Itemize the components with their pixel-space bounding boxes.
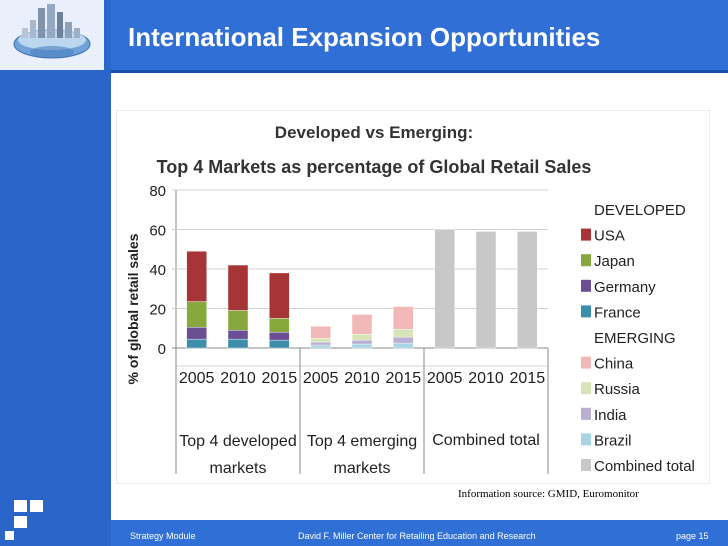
legend-swatch [581,254,591,267]
bar-segment-combined-total [434,229,455,349]
bar-segment-combined-total [517,231,538,349]
legend-label: Brazil [594,432,632,449]
legend-label: Combined total [594,458,695,475]
source-note: Information source: GMID, Euromonitor [458,488,639,500]
legend-swatch [581,356,591,369]
bar-segment-germany [186,327,207,340]
group-label-line2: markets [210,460,267,477]
y-axis-title: % of global retail sales [125,233,141,384]
bar-segment-russia [393,329,414,338]
bar-segment-russia [351,333,373,341]
x-tick-label: 2010 [344,370,380,387]
x-tick-label: 2015 [510,370,546,387]
group-label: Top 4 developed [179,433,296,450]
footer-center-name: David F. Miller Center for Retailing Edu… [298,531,536,541]
bar-segment-japan [227,310,249,331]
bar-segment-india [310,341,331,346]
bar-segment-japan [269,318,290,333]
y-tick-label: 40 [149,262,166,279]
legend-label: France [594,304,641,321]
group-label: Combined total [432,432,540,449]
legend-label: USA [594,228,625,245]
bar-segment-china [310,326,331,339]
x-tick-label: 2005 [179,370,215,387]
bar-segment-usa [269,272,290,319]
chart-image: Developed vs Emerging: Top 4 Markets as p… [115,109,711,485]
y-tick-label: 60 [149,223,166,240]
legend-swatch [581,382,591,395]
page-number: page 15 [676,531,709,541]
bar-segment-india [351,339,373,345]
bar-segment-india [393,336,414,344]
chart-title: Developed vs Emerging: [275,123,473,142]
city-globe-logo [0,0,104,70]
legend-label: India [594,407,627,424]
left-strip [0,0,111,546]
bar-segment-germany [227,330,249,340]
bar-segment-brazil [393,342,414,349]
group-label-line2: markets [334,460,391,477]
bar-segment-france [227,338,249,349]
chart-subtitle: Top 4 Markets as percentage of Global Re… [157,157,592,177]
footer-square-icon [30,500,43,512]
stacked-bar-chart: Developed vs Emerging: Top 4 Markets as p… [115,109,711,485]
group-label: Top 4 emerging [307,433,417,450]
bar-segment-usa [227,264,249,311]
legend-label: China [594,356,634,373]
footer-bar [111,520,728,546]
x-tick-label: 2015 [262,370,298,387]
bar-segment-russia [310,337,331,343]
bar-segment-france [186,338,207,349]
x-tick-label: 2010 [220,370,256,387]
bar-segment-germany [269,331,290,341]
x-tick-label: 2005 [427,370,463,387]
bar-segment-france [269,339,290,349]
legend-swatch [581,228,591,241]
y-tick-label: 0 [158,341,166,358]
y-tick-label: 80 [149,183,166,200]
legend-label: Russia [594,381,641,398]
footer-module: Strategy Module [130,531,196,541]
legend-label: Germany [594,279,656,296]
x-tick-label: 2005 [303,370,339,387]
legend-swatch [581,433,591,446]
bar-segment-china [393,306,414,330]
legend-swatch [581,279,591,292]
legend-header: DEVELOPED [594,202,686,219]
slide-title: International Expansion Opportunities [128,22,601,52]
x-tick-label: 2010 [468,370,504,387]
bar-segment-china [351,314,373,335]
legend-swatch [581,407,591,420]
x-tick-label: 2015 [386,370,422,387]
legend-header: EMERGING [594,330,676,347]
footer-square-icon [5,531,14,540]
bar-segment-brazil [310,344,331,349]
footer-square-icon [14,500,27,512]
legend-label: Japan [594,253,635,270]
bar-segment-combined-total [475,231,497,349]
bar-segment-brazil [351,343,373,349]
bar-segment-usa [186,251,207,302]
legend-swatch [581,459,591,471]
bar-segment-japan [186,301,207,328]
footer-square-icon [14,516,27,528]
header-bar [111,0,728,70]
y-tick-label: 20 [149,302,166,319]
header-rule [111,70,728,73]
legend-swatch [581,305,591,318]
